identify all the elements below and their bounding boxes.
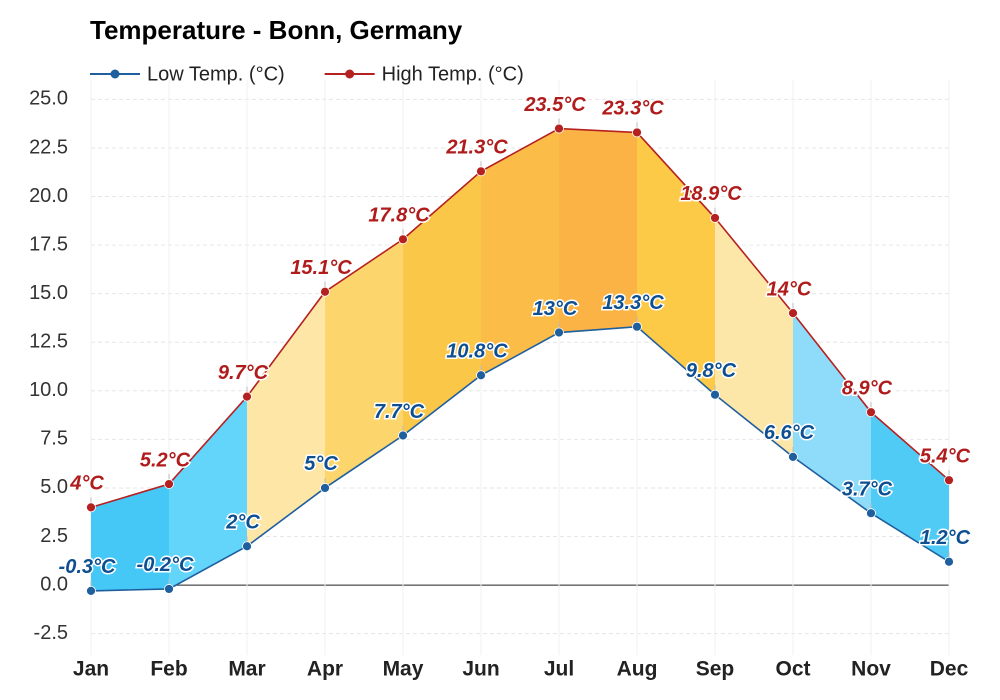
x-tick-label: Jul [544, 658, 574, 681]
y-tick-label: 7.5 [40, 428, 68, 450]
x-tick-label: May [383, 658, 424, 681]
legend-marker [110, 69, 120, 79]
range-band [871, 412, 949, 562]
chart-title: Temperature - Bonn, Germany [90, 15, 463, 45]
data-point [476, 370, 486, 381]
data-label: 9.7°C [218, 362, 269, 384]
data-label: 21.3°C [445, 137, 508, 159]
y-tick-label: 12.5 [29, 331, 68, 353]
data-label: 5.2°C [140, 449, 191, 471]
data-label: 3.7°C [842, 478, 893, 500]
x-tick-label: Jan [73, 658, 109, 681]
data-point [398, 234, 408, 245]
data-point [164, 584, 174, 594]
data-point [788, 451, 798, 462]
data-label: 10.8°C [446, 341, 508, 363]
x-tick-label: Mar [228, 658, 265, 681]
x-tick-label: Apr [307, 658, 343, 681]
range-band [91, 484, 169, 591]
data-point [632, 321, 642, 332]
y-tick-label: 25.0 [29, 88, 68, 110]
data-label: 18.9°C [680, 183, 742, 205]
range-band [559, 128, 637, 333]
data-point [320, 286, 330, 297]
data-label: 17.8°C [368, 205, 430, 227]
range-band [481, 128, 559, 376]
x-tick-label: Sep [696, 658, 735, 681]
data-label: 4°C [69, 473, 104, 495]
y-tick-label: -2.5 [34, 622, 68, 644]
range-band [169, 396, 247, 589]
data-point [476, 166, 486, 177]
data-point [944, 556, 954, 567]
data-point [944, 475, 954, 486]
x-tick-label: Aug [617, 658, 658, 681]
series-line [90, 127, 950, 509]
range-band [715, 217, 793, 457]
data-point [320, 483, 330, 493]
x-tick-label: Nov [851, 658, 891, 681]
data-label: 5.4°C [920, 445, 971, 467]
data-point [554, 327, 564, 338]
data-label: 9.8°C [686, 360, 737, 382]
data-point [398, 430, 408, 441]
data-label: 6.6°C [764, 422, 815, 444]
data-point [164, 479, 174, 489]
legend-item: High Temp. (°C) [324, 63, 524, 85]
data-label: 5°C [304, 453, 338, 475]
data-label: 8.9°C [842, 377, 893, 399]
data-point [554, 123, 564, 134]
data-label: 13°C [533, 298, 578, 320]
legend-item: Low Temp. (°C) [90, 63, 285, 85]
data-point [866, 407, 876, 418]
data-point [242, 391, 252, 402]
data-label: 23.3°C [601, 98, 664, 120]
data-label: 13.3°C [602, 292, 664, 314]
data-label: -0.3°C [59, 556, 116, 578]
range-band [403, 171, 481, 436]
data-label: 15.1°C [290, 257, 352, 279]
data-label: 2°C [225, 511, 260, 533]
range-band [637, 132, 715, 395]
data-point [86, 585, 96, 596]
data-point [86, 502, 96, 513]
series-line [90, 325, 950, 592]
data-point [242, 541, 252, 552]
x-tick-label: Dec [930, 658, 969, 681]
data-label: 7.7°C [374, 401, 425, 423]
data-point [710, 389, 720, 400]
data-point [710, 213, 720, 223]
legend-marker [345, 69, 355, 79]
legend-label: Low Temp. (°C) [147, 63, 285, 85]
y-tick-label: 5.0 [40, 476, 68, 498]
data-label: 14°C [767, 278, 812, 300]
range-band [247, 291, 325, 547]
legend-label: High Temp. (°C) [382, 63, 524, 85]
data-point [632, 127, 642, 138]
data-label: -0.2°C [137, 554, 194, 576]
y-tick-label: 22.5 [29, 136, 68, 158]
x-tick-label: Jun [462, 658, 499, 681]
x-tick-label: Feb [150, 658, 187, 681]
range-band [793, 313, 871, 514]
data-label: 1.2°C [920, 527, 971, 549]
y-tick-label: 10.0 [29, 379, 68, 401]
y-tick-label: 20.0 [29, 185, 68, 207]
y-tick-label: 17.5 [29, 233, 68, 255]
y-tick-label: 0.0 [40, 573, 68, 595]
x-tick-label: Oct [775, 658, 810, 681]
data-label: 23.5°C [523, 94, 586, 116]
data-point [866, 508, 876, 519]
y-tick-label: 2.5 [40, 525, 68, 547]
data-point [788, 308, 798, 319]
y-tick-label: 15.0 [29, 282, 68, 304]
range-band [325, 239, 403, 488]
